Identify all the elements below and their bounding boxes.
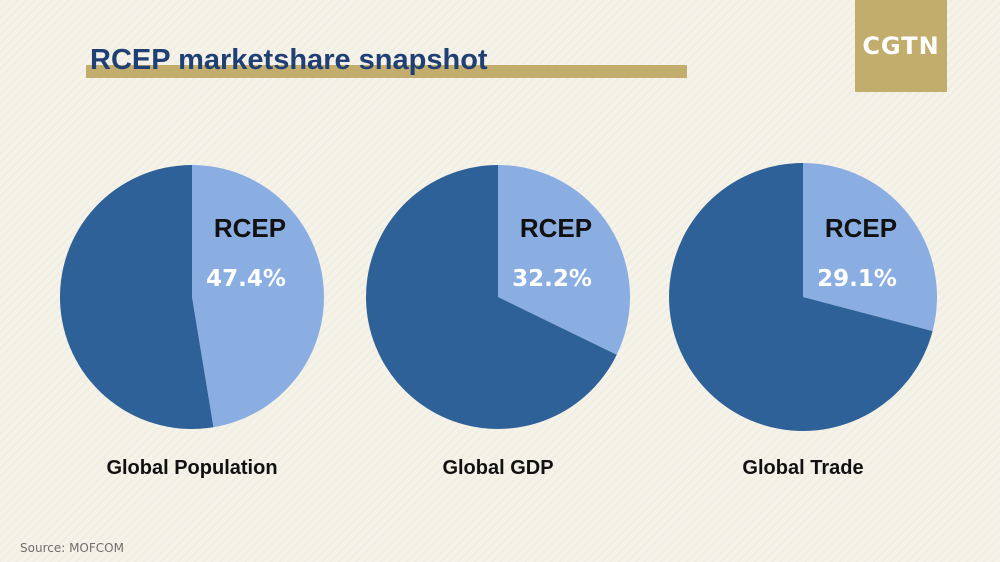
pie-title: Global Trade: [742, 457, 863, 479]
slice-value-label: 32.2%: [512, 266, 592, 292]
slice-label: RCEP: [214, 213, 286, 243]
pie-slice-rest: [365, 165, 617, 429]
source-note: Source: MOFCOM: [20, 541, 124, 555]
cgtn-logo: CGTN: [855, 0, 947, 92]
title-underline-bar: [86, 65, 687, 78]
pie-chart-1: RCEP 47.4% Global Population: [59, 164, 324, 479]
page-title: RCEP marketshare snapshot: [90, 44, 488, 76]
slice-label: RCEP: [825, 213, 897, 243]
slice-label: RCEP: [520, 213, 592, 243]
pie-slice-rcep: [192, 165, 324, 428]
pie-chart-3: RCEP 29.1% Global Trade: [669, 163, 938, 479]
pie-slice-rcep: [803, 163, 938, 332]
pie-slice-rest: [59, 164, 214, 429]
pie-slice-rcep: [498, 165, 630, 355]
pie-title: Global Population: [106, 457, 277, 479]
pie-title: Global GDP: [442, 457, 553, 479]
logo-text: CGTN: [862, 32, 940, 60]
slice-value-label: 47.4%: [206, 266, 286, 292]
slice-value-label: 29.1%: [817, 266, 897, 292]
pie-slice-rest: [669, 163, 933, 431]
pie-chart-2: RCEP 32.2% Global GDP: [365, 165, 630, 479]
